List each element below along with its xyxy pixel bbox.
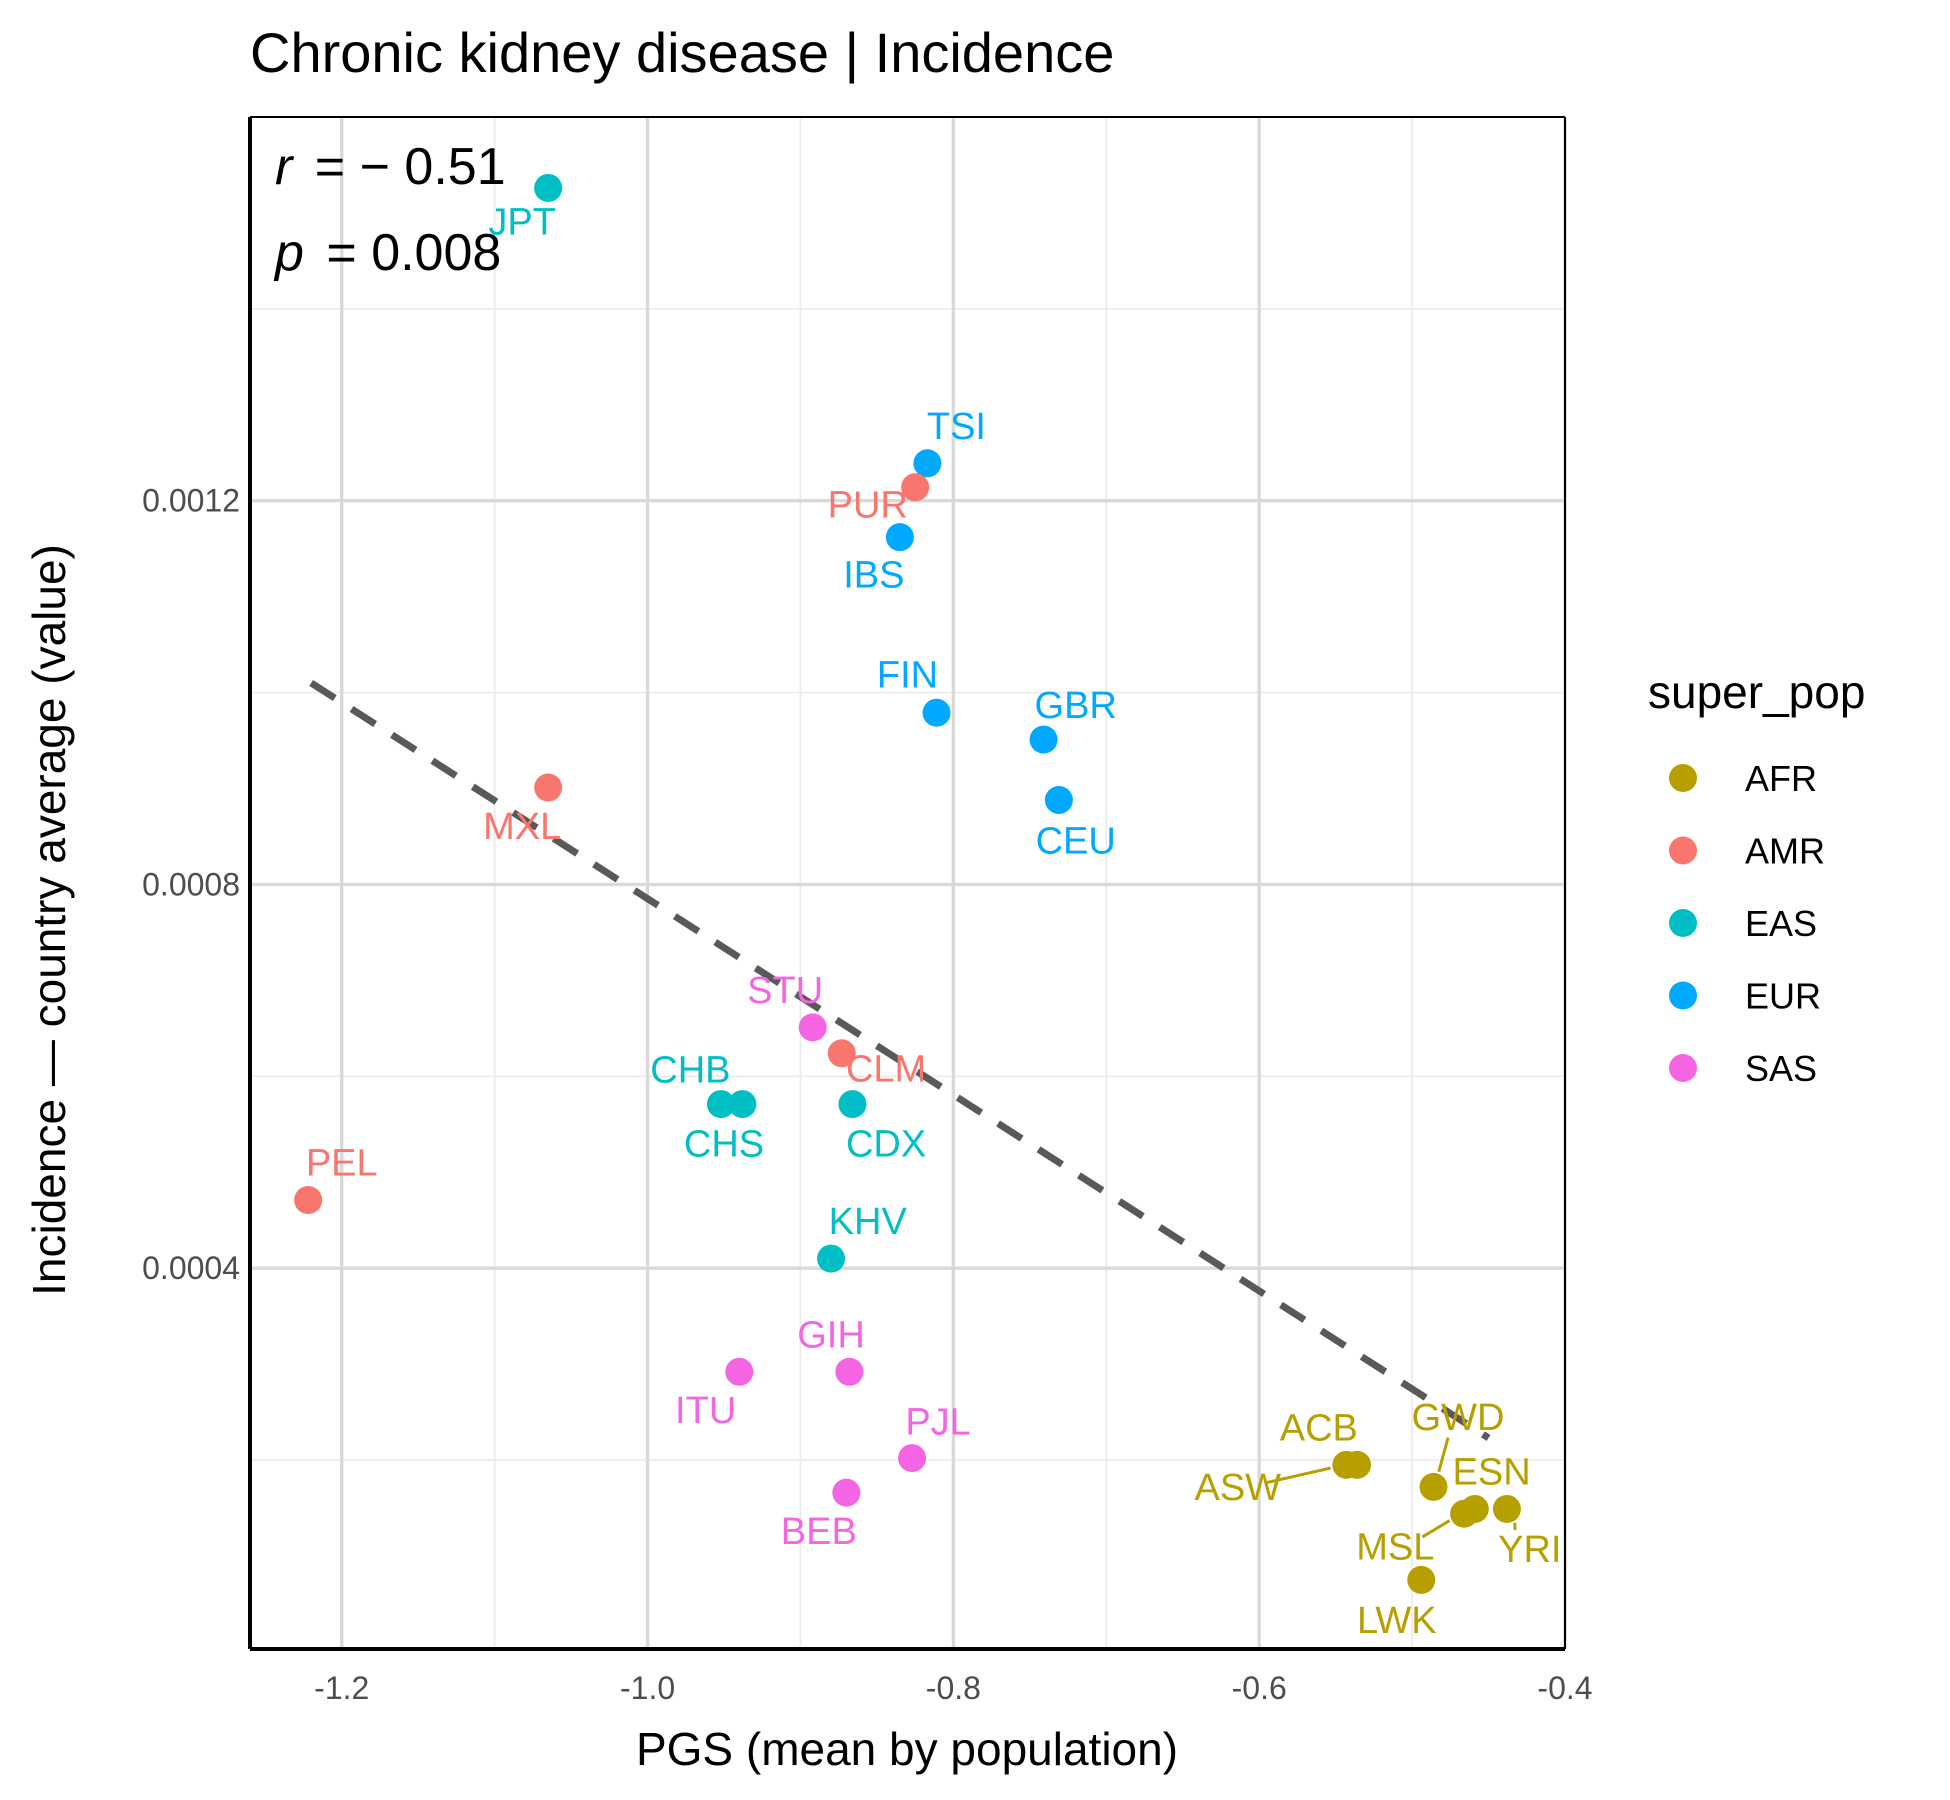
x-tick-labels: -1.2 -1.0 -0.8 -0.6 -0.4 xyxy=(314,1670,1592,1706)
point-label-fin: FIN xyxy=(877,654,938,696)
point-ceu xyxy=(1044,786,1073,815)
legend-key-eas xyxy=(1669,909,1697,937)
y-tick-labels: 0.0004 0.0008 0.0012 xyxy=(142,483,240,1286)
correlation-p: p = 0.008 xyxy=(273,224,501,282)
p-value: = 0.008 xyxy=(326,224,501,282)
point-label-itu: ITU xyxy=(675,1390,736,1432)
point-labels: JPT TSI PUR IBS FIN GBR CEU MXL STU CLM CHB CHS CDX P… xyxy=(306,202,1562,1643)
legend-label-eas: EAS xyxy=(1745,903,1817,944)
point-label-gbr: GBR xyxy=(1035,685,1117,727)
point-label-acb: ACB xyxy=(1280,1407,1358,1449)
point-label-yri: YRI xyxy=(1498,1529,1561,1571)
data-points xyxy=(294,173,1521,1594)
correlation-r: r = − 0.51 xyxy=(275,138,506,196)
point-label-chs: CHS xyxy=(684,1123,764,1165)
point-label-jpt: JPT xyxy=(488,202,556,244)
point-chs xyxy=(728,1090,757,1119)
point-tsi xyxy=(913,449,942,478)
legend-title: super_pop xyxy=(1648,666,1865,718)
legend-label-amr: AMR xyxy=(1745,831,1825,872)
point-label-khv: KHV xyxy=(829,1201,908,1243)
y-tick-label: 0.0012 xyxy=(142,483,240,519)
point-label-mxl: MXL xyxy=(483,806,561,848)
chart-title: Chronic kidney disease | Incidence xyxy=(250,21,1114,84)
point-label-ibs: IBS xyxy=(843,555,904,597)
y-axis-title: Incidence — country average (value) xyxy=(23,544,75,1296)
legend-key-amr xyxy=(1669,836,1697,865)
label-leader-line xyxy=(1421,1519,1451,1539)
point-label-asw: ASW xyxy=(1194,1467,1281,1509)
point-label-pjl: PJL xyxy=(905,1402,970,1444)
trend-line xyxy=(309,680,1491,1441)
point-pjl xyxy=(898,1444,927,1473)
point-pur xyxy=(901,473,930,502)
x-tick-label: -1.2 xyxy=(314,1670,369,1706)
x-tick-label: -0.4 xyxy=(1537,1670,1592,1706)
legend-key-eur xyxy=(1669,981,1697,1010)
point-label-beb: BEB xyxy=(781,1511,857,1553)
p-symbol: p xyxy=(273,224,304,282)
point-gbr xyxy=(1029,725,1058,754)
point-stu xyxy=(798,1013,827,1042)
point-itu xyxy=(725,1357,754,1386)
point-yri xyxy=(1492,1494,1521,1523)
point-label-ceu: CEU xyxy=(1036,820,1116,862)
point-ibs xyxy=(885,523,914,552)
legend-key-sas xyxy=(1669,1054,1697,1082)
point-gwd xyxy=(1419,1472,1448,1501)
point-cdx xyxy=(838,1090,867,1119)
point-lwk xyxy=(1407,1565,1436,1594)
point-gih xyxy=(835,1357,864,1386)
axes xyxy=(248,116,1566,1651)
label-leader-line xyxy=(1437,1437,1450,1473)
point-label-pur: PUR xyxy=(828,485,908,527)
point-khv xyxy=(817,1244,846,1273)
legend-label-afr: AFR xyxy=(1745,758,1817,799)
x-tick-label: -0.8 xyxy=(926,1670,981,1706)
x-axis-title: PGS (mean by population) xyxy=(636,1723,1178,1775)
point-asw xyxy=(1332,1450,1361,1479)
point-label-pel: PEL xyxy=(306,1143,378,1185)
label-leader-line xyxy=(1266,1466,1331,1484)
point-label-cdx: CDX xyxy=(846,1123,926,1165)
point-label-chb: CHB xyxy=(650,1050,730,1092)
point-label-clm: CLM xyxy=(846,1049,926,1091)
r-value: = − 0.51 xyxy=(315,138,506,196)
y-tick-label: 0.0008 xyxy=(142,866,240,902)
point-jpt xyxy=(534,173,563,202)
point-chb xyxy=(706,1090,735,1119)
point-msl xyxy=(1450,1499,1479,1528)
legend-key-afr xyxy=(1669,764,1697,792)
point-label-msl: MSL xyxy=(1356,1526,1434,1568)
point-beb xyxy=(832,1478,861,1507)
x-tick-label: -1.0 xyxy=(620,1670,675,1706)
legend: AFR AMR EAS EUR SAS xyxy=(1669,758,1825,1089)
point-pel xyxy=(294,1186,323,1215)
point-label-gwd: GWD xyxy=(1412,1397,1505,1439)
point-fin xyxy=(922,698,951,727)
point-label-stu: STU xyxy=(747,970,823,1012)
r-symbol: r xyxy=(275,138,295,196)
point-label-gih: GIH xyxy=(797,1314,865,1356)
y-tick-label: 0.0004 xyxy=(142,1250,240,1286)
point-mxl xyxy=(534,773,563,802)
legend-label-eur: EUR xyxy=(1745,976,1821,1017)
x-tick-label: -0.6 xyxy=(1232,1670,1287,1706)
trend-line-group xyxy=(309,680,1491,1441)
point-clm xyxy=(827,1039,856,1068)
point-label-esn: ESN xyxy=(1453,1452,1531,1494)
legend-label-sas: SAS xyxy=(1745,1048,1817,1089)
point-label-lwk: LWK xyxy=(1357,1600,1437,1642)
point-label-tsi: TSI xyxy=(927,406,986,448)
